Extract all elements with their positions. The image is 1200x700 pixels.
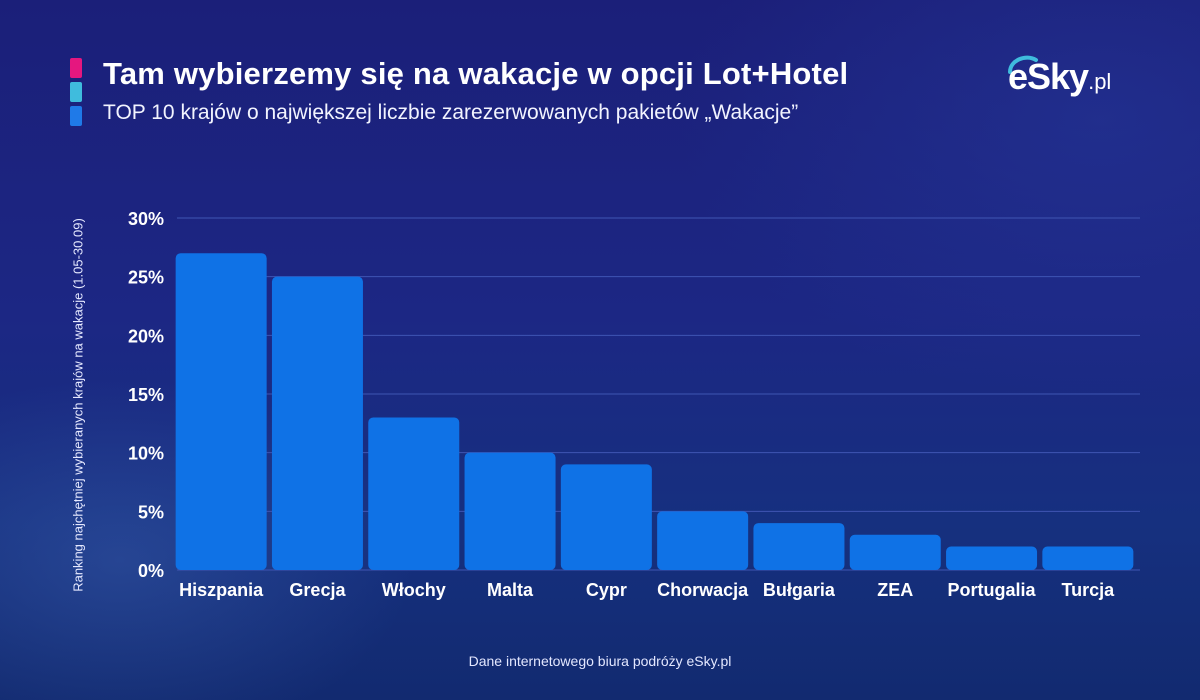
bar-chorwacja [657,511,749,570]
y-tick-label: 0% [138,561,164,581]
y-tick-label: 25% [128,268,164,288]
bar-cypr [560,464,652,570]
y-tick-label: 30% [128,209,164,229]
accent-bar-blue [70,106,82,126]
x-category-label: Cypr [586,580,627,600]
logo-suffix: .pl [1088,69,1112,94]
chart-subtitle: TOP 10 krajów o największej liczbie zare… [103,101,799,124]
bar-zea [849,534,941,570]
logo-text: eSky.pl [1008,56,1111,98]
x-category-label: Turcja [1062,580,1116,600]
bar-malta [464,452,556,570]
logo-name: eSky [1008,56,1089,97]
y-tick-label: 15% [128,385,164,405]
x-category-label: Hiszpania [179,580,264,600]
bar-włochy [368,417,460,570]
x-category-label: Włochy [382,580,446,600]
bar-hiszpania [175,253,267,570]
x-category-label: Portugalia [948,580,1037,600]
esky-logo: eSky.pl [1006,52,1146,104]
x-category-label: Chorwacja [657,580,749,600]
accent-bar-pink [70,58,82,78]
y-tick-label: 20% [128,326,164,346]
y-tick-label: 10% [128,444,164,464]
accent-bar-cyan [70,82,82,102]
x-category-label: ZEA [877,580,913,600]
bars [175,253,1134,570]
chart-title: Tam wybierzemy się na wakacje w opcji Lo… [103,56,849,91]
x-category-label: Malta [487,580,534,600]
y-tick-label: 5% [138,502,164,522]
esky-swoosh-logo-icon [1008,55,1038,74]
bar-portugalia [946,546,1038,570]
x-axis-categories: Hiszpania Grecja Włochy Malta Cypr Chorwacja B… [179,580,1115,600]
bar-turcja [1042,546,1134,570]
bar-grecja [271,276,363,570]
source-note: Dane internetowego biura podróży eSky.pl [468,653,732,669]
y-axis-ticks: 0% 5% 10% 15% 20% 25% 30% [128,209,164,581]
bar-bułgaria [753,523,845,570]
x-category-label: Bułgaria [763,580,836,600]
x-category-label: Grecja [289,580,346,600]
